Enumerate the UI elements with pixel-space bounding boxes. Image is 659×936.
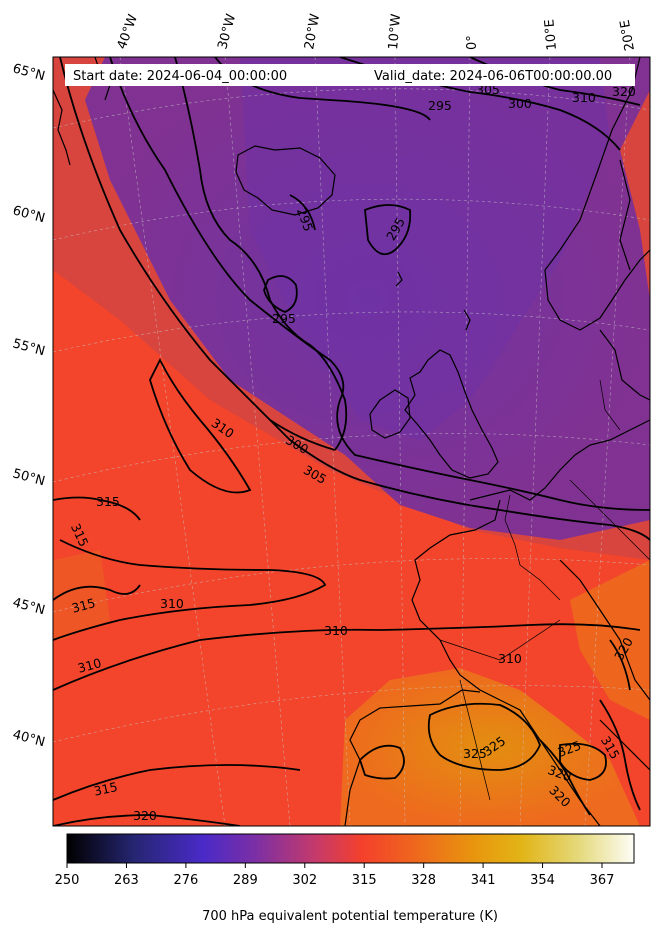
colorbar-tick-label: 276: [173, 873, 198, 888]
lon-label-10w: 10°W: [386, 13, 404, 50]
colorbar-tick-label: 328: [411, 873, 436, 888]
contour-label: 320: [612, 84, 636, 99]
theta-e-field: [53, 57, 650, 826]
contour-label: 315: [92, 779, 118, 799]
contour-label: 295: [428, 98, 452, 113]
colorbar-tick-label: 367: [590, 873, 615, 888]
lon-label-20e: 20°E: [618, 19, 638, 52]
valid-date-text: Valid_date: 2024-06-06T00:00:00.00: [374, 69, 612, 84]
contour-label: 315: [70, 595, 97, 616]
contour-label: 315: [96, 494, 120, 509]
colorbar: [66, 833, 635, 864]
lon-label-20w: 20°W: [302, 13, 323, 51]
lon-label-0: 0°: [465, 35, 480, 50]
latitude-labels: 65°N 60°N 55°N 50°N 45°N 40°N: [11, 61, 47, 750]
colorbar-tick-label: 263: [114, 873, 139, 888]
contour-label: 310: [572, 90, 596, 105]
contour-label: 295: [272, 311, 296, 326]
graticule: [53, 57, 650, 826]
lat-label-60n: 60°N: [11, 203, 47, 226]
lat-label-40n: 40°N: [11, 727, 47, 750]
map-frame: [52, 56, 651, 827]
contour-label: 325: [463, 746, 487, 761]
lon-label-40w: 40°W: [115, 12, 141, 51]
borders: [439, 379, 650, 801]
colorbar-tick-label: 289: [233, 873, 258, 888]
lat-label-50n: 50°N: [11, 466, 47, 489]
contour-label: 320: [133, 808, 157, 823]
lat-label-65n: 65°N: [11, 61, 47, 84]
contour-label: 310: [76, 655, 103, 676]
contour-label: 310: [324, 623, 348, 638]
start-date-text: Start date: 2024-06-04_00:00:00: [73, 69, 287, 84]
colorbar-tick-label: 302: [292, 873, 317, 888]
info-box: [65, 64, 635, 86]
lat-label-45n: 45°N: [11, 595, 47, 618]
colorbar-tick-label: 341: [471, 873, 496, 888]
longitude-labels: 40°W 30°W 20°W 10°W 0° 10°E 20°E: [115, 12, 638, 52]
colorbar-tick-label: 354: [530, 873, 555, 888]
colorbar-label: 700 hPa equivalent potential temperature…: [202, 909, 498, 924]
colorbar-ticks: 250 263 276 289 302 315 328 341 354 367: [55, 863, 615, 888]
contour-label: 300: [508, 96, 532, 111]
contour-label: 310: [160, 596, 184, 611]
contour-lines: [53, 57, 650, 826]
colorbar-tick-label: 250: [55, 873, 80, 888]
lon-label-10e: 10°E: [542, 19, 560, 51]
colorbar-tick-label: 315: [352, 873, 377, 888]
contour-label: 310: [498, 651, 522, 666]
lat-label-55n: 55°N: [11, 336, 47, 359]
lon-label-30w: 30°W: [215, 12, 239, 51]
